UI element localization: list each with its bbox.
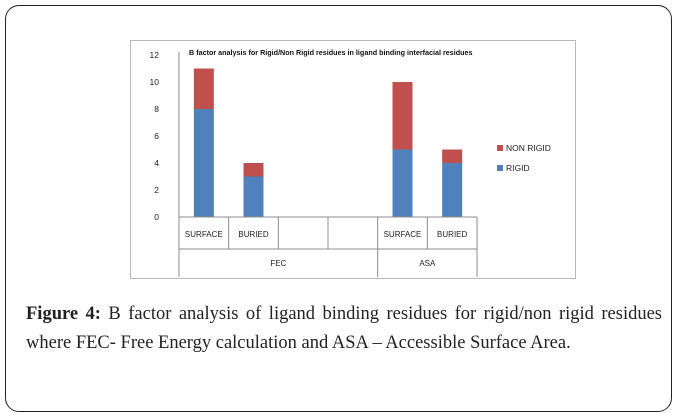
bar-non-rigid (193, 68, 214, 109)
y-tick-label: 2 (154, 185, 159, 195)
y-tick-label: 4 (154, 158, 159, 168)
legend-swatch (497, 165, 503, 171)
chart-title: B factor analysis for Rigid/Non Rigid re… (189, 48, 473, 57)
bar-chart: B factor analysis for Rigid/Non Rigid re… (150, 48, 551, 277)
x-group-label: FEC (270, 259, 286, 268)
x-tick-label: SURFACE (185, 230, 223, 239)
bar-non-rigid (442, 149, 463, 163)
legend-label: RIGID (506, 163, 530, 173)
x-tick-label: BURIED (238, 230, 268, 239)
x-tick-label: BURIED (437, 230, 467, 239)
figure-caption: Figure 4: B factor analysis of ligand bi… (26, 300, 662, 358)
bar-rigid (243, 176, 264, 217)
y-tick-label: 12 (150, 50, 160, 60)
figure-frame: B factor analysis for Rigid/Non Rigid re… (5, 5, 672, 412)
bar-rigid (442, 163, 463, 217)
bar-rigid (392, 149, 413, 217)
bar-non-rigid (243, 163, 264, 177)
legend-swatch (497, 145, 503, 151)
chart-container: B factor analysis for Rigid/Non Rigid re… (130, 40, 576, 279)
y-tick-label: 10 (150, 77, 160, 87)
bar-rigid (193, 109, 214, 217)
caption-label: Figure 4: (26, 304, 101, 324)
y-tick-label: 6 (154, 131, 159, 141)
caption-text: B factor analysis of ligand binding resi… (26, 304, 662, 353)
x-group-label: ASA (419, 259, 436, 268)
y-tick-label: 8 (154, 104, 159, 114)
legend-label: NON RIGID (506, 143, 551, 153)
y-tick-label: 0 (154, 212, 159, 222)
x-tick-label: SURFACE (384, 230, 422, 239)
bar-non-rigid (392, 82, 413, 150)
